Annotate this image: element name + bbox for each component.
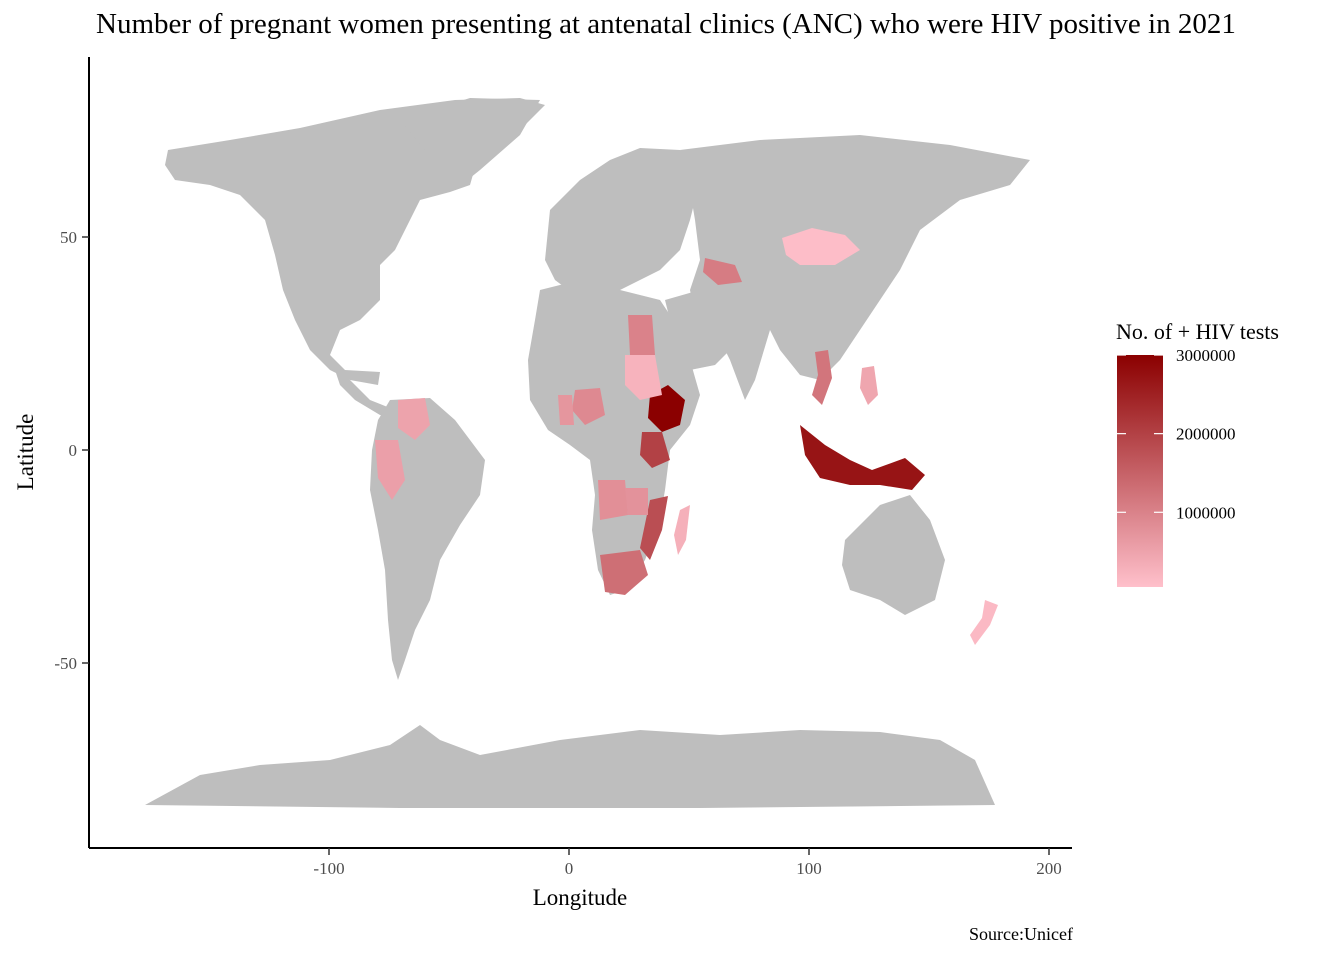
legend-ticks: 3000000 2000000 1000000 bbox=[1117, 346, 1236, 522]
land-europe bbox=[545, 148, 700, 300]
region-layer bbox=[375, 228, 998, 645]
y-tick-label: 0 bbox=[69, 441, 78, 460]
region-peru[interactable] bbox=[375, 440, 405, 500]
legend: No. of + HIV tests 3000000 2000000 1000000 bbox=[1116, 319, 1279, 587]
region-vietnam[interactable] bbox=[812, 350, 832, 405]
legend-label: 2000000 bbox=[1176, 425, 1236, 444]
x-tick-label: 100 bbox=[796, 859, 822, 878]
region-uzbekistan[interactable] bbox=[703, 258, 742, 285]
y-tick-label: 50 bbox=[60, 228, 77, 247]
region-indonesia[interactable] bbox=[800, 425, 925, 490]
region-mongolia[interactable] bbox=[782, 228, 860, 265]
region-south-africa[interactable] bbox=[600, 550, 648, 595]
region-egypt[interactable] bbox=[628, 315, 655, 355]
legend-title: No. of + HIV tests bbox=[1116, 319, 1279, 344]
x-tick-label: 0 bbox=[565, 859, 574, 878]
region-philippines[interactable] bbox=[860, 366, 878, 405]
land-layer bbox=[145, 98, 1030, 808]
y-axis-title: Latitude bbox=[13, 414, 38, 491]
land-greenland bbox=[400, 98, 540, 190]
region-mozambique[interactable] bbox=[640, 496, 668, 560]
legend-colorbar bbox=[1117, 355, 1163, 587]
x-axis-title: Longitude bbox=[533, 885, 628, 910]
region-colombia[interactable] bbox=[398, 398, 430, 440]
source-caption: Source:Unicef bbox=[969, 924, 1073, 944]
chart-title: Number of pregnant women presenting at a… bbox=[96, 8, 1236, 40]
land-arabia bbox=[665, 290, 735, 370]
y-tick-label: -50 bbox=[54, 654, 77, 673]
legend-label: 3000000 bbox=[1176, 346, 1236, 365]
region-kenya[interactable] bbox=[640, 432, 670, 468]
region-sudan[interactable] bbox=[625, 355, 662, 400]
land-antarctica bbox=[145, 725, 995, 808]
region-zambia[interactable] bbox=[625, 488, 648, 515]
x-tick-label: 200 bbox=[1036, 859, 1062, 878]
land-asia bbox=[680, 135, 1030, 400]
region-ethiopia[interactable] bbox=[648, 385, 685, 432]
axes: 50 0 -50 -100 0 100 200 Longitude Latitu… bbox=[13, 57, 1072, 910]
region-nigeria[interactable] bbox=[572, 388, 605, 425]
region-madagascar[interactable] bbox=[674, 505, 690, 555]
land-australia bbox=[842, 495, 945, 615]
region-ghana[interactable] bbox=[558, 395, 574, 425]
region-new-zealand[interactable] bbox=[970, 600, 998, 645]
region-angola[interactable] bbox=[598, 480, 628, 520]
x-tick-label: -100 bbox=[313, 859, 344, 878]
legend-label: 1000000 bbox=[1176, 503, 1236, 522]
